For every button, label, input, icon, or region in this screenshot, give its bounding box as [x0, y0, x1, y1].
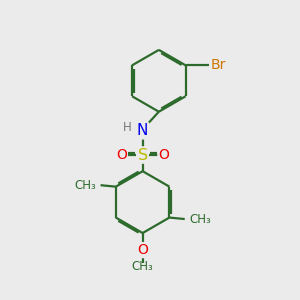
Text: O: O — [116, 148, 127, 162]
Text: CH₃: CH₃ — [132, 260, 154, 273]
Text: CH₃: CH₃ — [74, 179, 96, 192]
Text: N: N — [137, 123, 148, 138]
Text: O: O — [158, 148, 169, 162]
Text: S: S — [138, 148, 148, 163]
Text: CH₃: CH₃ — [189, 212, 211, 226]
Text: Br: Br — [210, 58, 226, 72]
Text: O: O — [137, 243, 148, 257]
Text: H: H — [123, 121, 132, 134]
